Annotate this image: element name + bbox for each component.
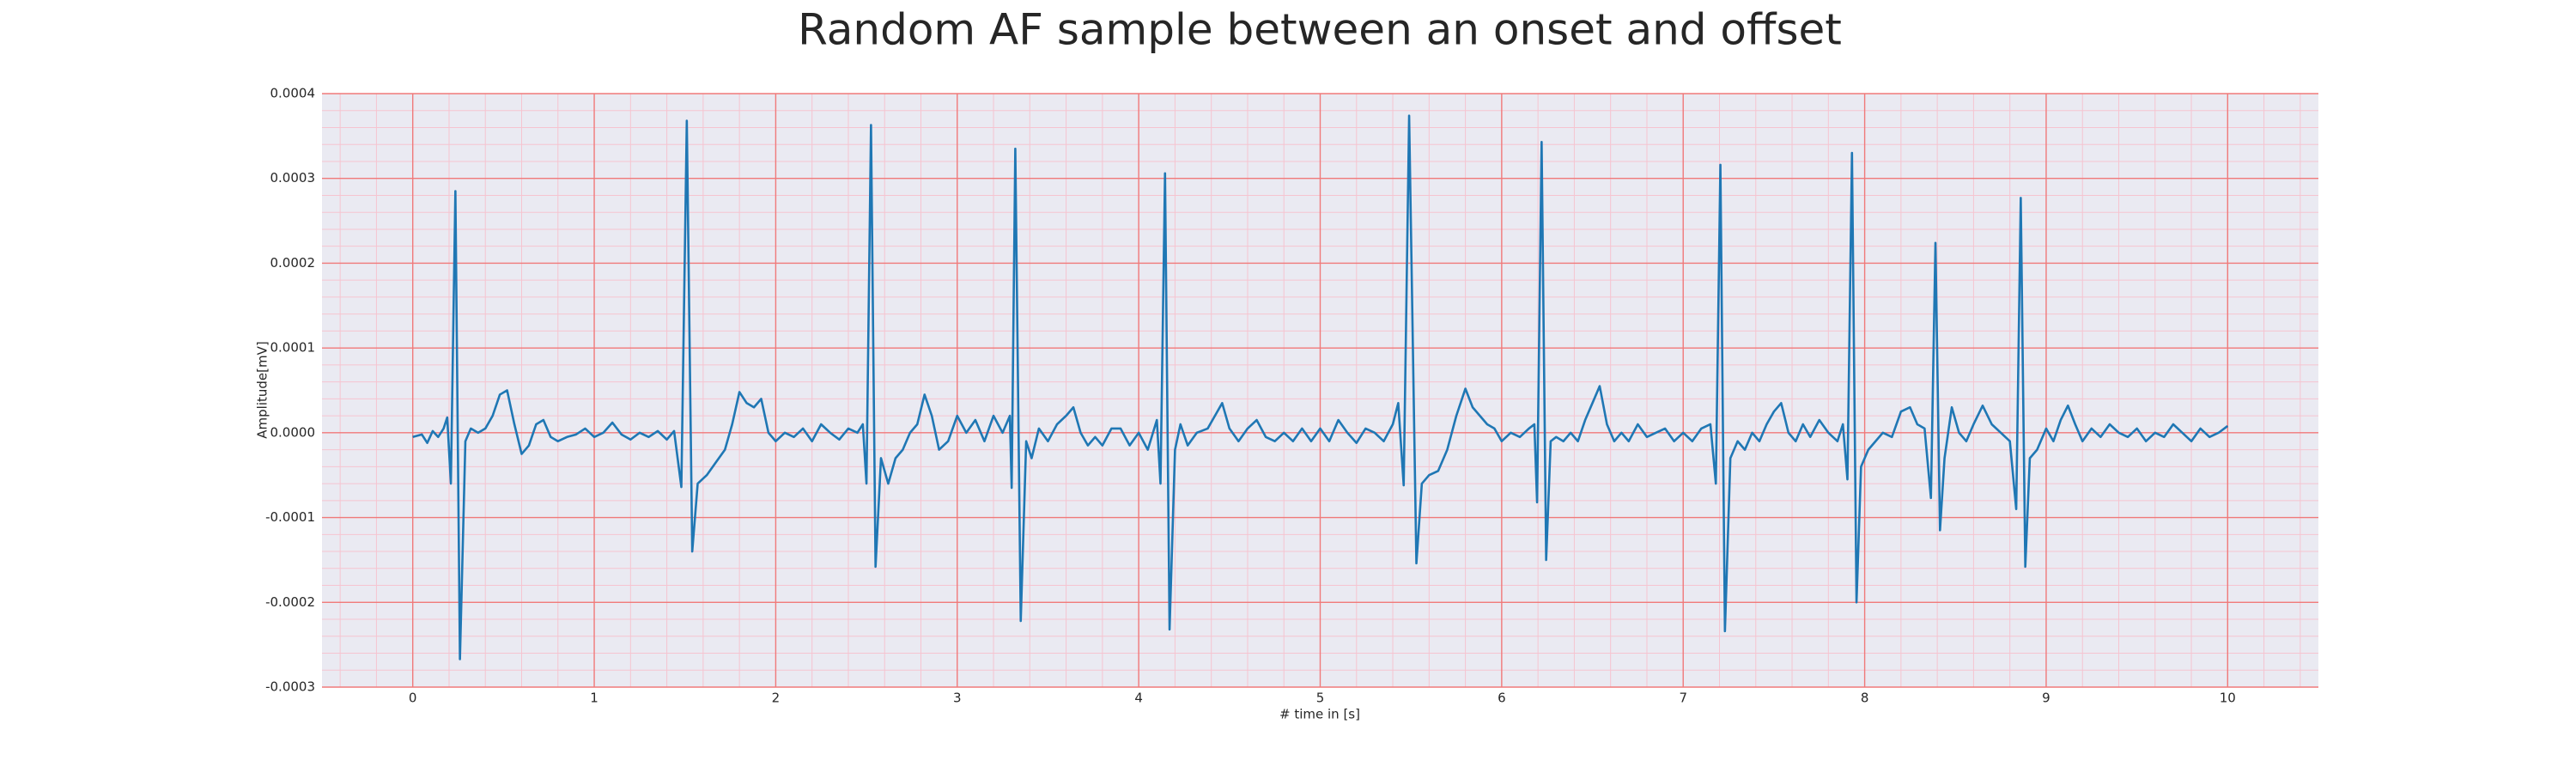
plot-area	[412, 114, 2229, 660]
grid	[322, 93, 2318, 688]
x-tick-label: 10	[2220, 691, 2236, 706]
x-axis-label: # time in [s]	[1279, 707, 1360, 722]
x-tick-label: 0	[409, 691, 417, 706]
x-tick-label: 5	[1316, 691, 1325, 706]
x-tick-label: 1	[590, 691, 598, 706]
y-tick-label: 0.0002	[270, 255, 316, 271]
x-tick-label: 8	[1861, 691, 1869, 706]
x-tick-label: 3	[953, 691, 962, 706]
y-tick-label: 0.0003	[270, 170, 316, 186]
y-tick-label: 0.0000	[270, 424, 316, 440]
y-tick-label: -0.0003	[265, 679, 315, 695]
labels: Random AF sample between an onset and of…	[255, 5, 2236, 722]
ecg-line	[412, 114, 2229, 660]
x-tick-label: 9	[2042, 691, 2050, 706]
x-tick-label: 2	[772, 691, 781, 706]
y-tick-label: 0.0004	[270, 86, 316, 101]
y-tick-label: 0.0001	[270, 340, 316, 356]
chart-title: Random AF sample between an onset and of…	[798, 5, 1842, 55]
x-tick-label: 6	[1498, 691, 1506, 706]
y-axis-label: Amplitude[mV]	[255, 341, 270, 438]
x-tick-label: 7	[1679, 691, 1687, 706]
y-tick-label: -0.0001	[265, 509, 315, 525]
x-tick-label: 4	[1134, 691, 1143, 706]
y-tick-label: -0.0002	[265, 594, 315, 610]
